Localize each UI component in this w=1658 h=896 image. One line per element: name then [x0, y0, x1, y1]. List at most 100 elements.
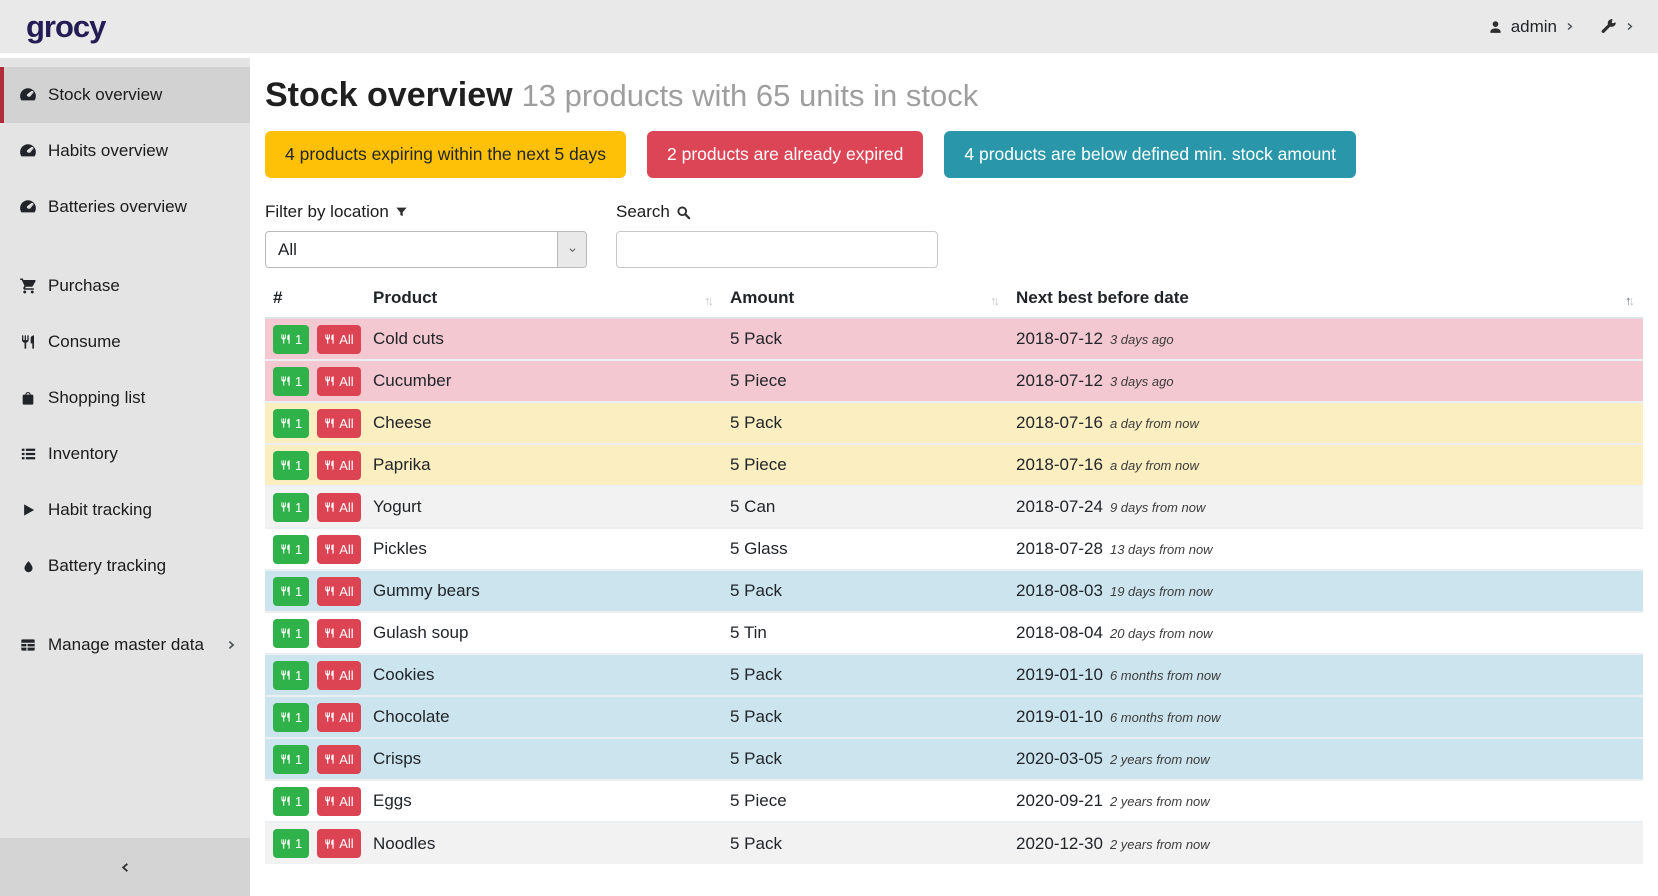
consume-one-button[interactable]: 1 [273, 829, 309, 858]
sidebar: Stock overview Habits overview Batteries… [0, 58, 250, 896]
table-row: 1 All Noodles 5 Pack 2020-12-302 years f… [265, 822, 1643, 864]
filter-by-location-label: Filter by location [265, 202, 616, 222]
product-amount: 5 Pack [722, 654, 1008, 696]
brand-logo[interactable]: grocy [26, 9, 105, 45]
user-menu[interactable]: admin [1488, 17, 1574, 37]
product-name: Cucumber [365, 360, 722, 402]
settings-menu[interactable] [1600, 18, 1634, 35]
chevron-down-icon [557, 232, 586, 267]
best-before-date: 2018-08-0420 days from now [1008, 612, 1643, 654]
consume-all-button[interactable]: All [317, 451, 360, 480]
consume-all-button[interactable]: All [317, 703, 360, 732]
consume-one-button[interactable]: 1 [273, 577, 309, 606]
consume-one-button[interactable]: 1 [273, 787, 309, 816]
sidebar-item-inventory[interactable]: Inventory [0, 426, 250, 482]
consume-all-button[interactable]: All [317, 409, 360, 438]
sidebar-item-habits-overview[interactable]: Habits overview [0, 123, 250, 179]
sidebar-item-battery-tracking[interactable]: Battery tracking [0, 538, 250, 594]
location-filter-select[interactable]: All [265, 231, 587, 268]
sidebar-item-stock-overview[interactable]: Stock overview [0, 67, 250, 123]
sidebar-item-label: Purchase [48, 276, 120, 296]
chevron-right-icon [1625, 20, 1634, 33]
product-name: Pickles [365, 528, 722, 570]
table-row: 1 All Pickles 5 Glass 2018-07-2813 days … [265, 528, 1643, 570]
consume-one-button[interactable]: 1 [273, 703, 309, 732]
product-amount: 5 Piece [722, 444, 1008, 486]
sidebar-item-label: Battery tracking [48, 556, 166, 576]
consume-all-button[interactable]: All [317, 619, 360, 648]
utensils-icon [18, 333, 38, 351]
chevron-right-icon [226, 638, 236, 652]
tachometer-icon [18, 198, 38, 216]
expired-products-badge[interactable]: 2 products are already expired [647, 131, 923, 178]
table-row: 1 All Crisps 5 Pack 2020-03-052 years fr… [265, 738, 1643, 780]
consume-one-button[interactable]: 1 [273, 745, 309, 774]
sidebar-item-purchase[interactable]: Purchase [0, 258, 250, 314]
best-before-date: 2019-01-106 months from now [1008, 654, 1643, 696]
consume-one-button[interactable]: 1 [273, 367, 309, 396]
best-before-date: 2020-09-212 years from now [1008, 780, 1643, 822]
consume-all-button[interactable]: All [317, 577, 360, 606]
sidebar-item-manage-master-data[interactable]: Manage master data [0, 617, 250, 673]
product-name: Cold cuts [365, 318, 722, 360]
sidebar-item-label: Habit tracking [48, 500, 152, 520]
page-subtitle: 13 products with 65 units in stock [522, 78, 979, 113]
column-header-product[interactable]: Product ↑↓ [365, 286, 722, 318]
consume-all-button[interactable]: All [317, 535, 360, 564]
cart-icon [18, 277, 38, 295]
sidebar-item-label: Inventory [48, 444, 118, 464]
consume-all-button[interactable]: All [317, 325, 360, 354]
consume-all-button[interactable]: All [317, 787, 360, 816]
table-row: 1 All Gulash soup 5 Tin 2018-08-0420 day… [265, 612, 1643, 654]
sidebar-item-batteries-overview[interactable]: Batteries overview [0, 179, 250, 235]
consume-one-button[interactable]: 1 [273, 409, 309, 438]
sidebar-item-label: Shopping list [48, 388, 145, 408]
product-amount: 5 Pack [722, 822, 1008, 864]
table-row: 1 All Gummy bears 5 Pack 2018-08-0319 da… [265, 570, 1643, 612]
table-row: 1 All Cold cuts 5 Pack 2018-07-123 days … [265, 318, 1643, 360]
page-title: Stock overview13 products with 65 units … [265, 76, 1643, 115]
product-amount: 5 Pack [722, 696, 1008, 738]
sidebar-item-habit-tracking[interactable]: Habit tracking [0, 482, 250, 538]
consume-one-button[interactable]: 1 [273, 535, 309, 564]
consume-one-button[interactable]: 1 [273, 451, 309, 480]
sort-icon: ↑↓ [990, 293, 1000, 308]
product-name: Crisps [365, 738, 722, 780]
consume-one-button[interactable]: 1 [273, 661, 309, 690]
column-header-number: # [265, 286, 365, 318]
best-before-date: 2019-01-106 months from now [1008, 696, 1643, 738]
list-icon [18, 446, 38, 462]
sidebar-item-consume[interactable]: Consume [0, 314, 250, 370]
consume-one-button[interactable]: 1 [273, 493, 309, 522]
product-amount: 5 Piece [722, 780, 1008, 822]
droplet-icon [18, 558, 38, 575]
consume-one-button[interactable]: 1 [273, 325, 309, 354]
expiring-products-badge[interactable]: 4 products expiring within the next 5 da… [265, 131, 626, 178]
product-amount: 5 Pack [722, 738, 1008, 780]
sidebar-item-label: Manage master data [48, 635, 204, 655]
column-header-best-before[interactable]: Next best before date ↑↓ [1008, 286, 1643, 318]
consume-all-button[interactable]: All [317, 745, 360, 774]
below-min-stock-badge[interactable]: 4 products are below defined min. stock … [944, 131, 1356, 178]
consume-all-button[interactable]: All [317, 661, 360, 690]
column-header-amount[interactable]: Amount ↑↓ [722, 286, 1008, 318]
best-before-date: 2018-07-123 days ago [1008, 360, 1643, 402]
tachometer-icon [18, 142, 38, 160]
consume-all-button[interactable]: All [317, 367, 360, 396]
product-name: Yogurt [365, 486, 722, 528]
product-amount: 5 Tin [722, 612, 1008, 654]
sidebar-collapse-button[interactable] [0, 838, 250, 896]
sidebar-item-shopping-list[interactable]: Shopping list [0, 370, 250, 426]
table-icon [18, 637, 38, 653]
search-input[interactable] [616, 231, 938, 268]
search-label: Search [616, 202, 938, 222]
product-amount: 5 Piece [722, 360, 1008, 402]
table-header-row: # Product ↑↓ Amount ↑↓ Next best before … [265, 286, 1643, 318]
main-content: Stock overview13 products with 65 units … [250, 58, 1658, 896]
consume-all-button[interactable]: All [317, 829, 360, 858]
consume-one-button[interactable]: 1 [273, 619, 309, 648]
best-before-date: 2020-03-052 years from now [1008, 738, 1643, 780]
user-icon [1488, 19, 1503, 35]
consume-all-button[interactable]: All [317, 493, 360, 522]
sidebar-item-label: Consume [48, 332, 121, 352]
